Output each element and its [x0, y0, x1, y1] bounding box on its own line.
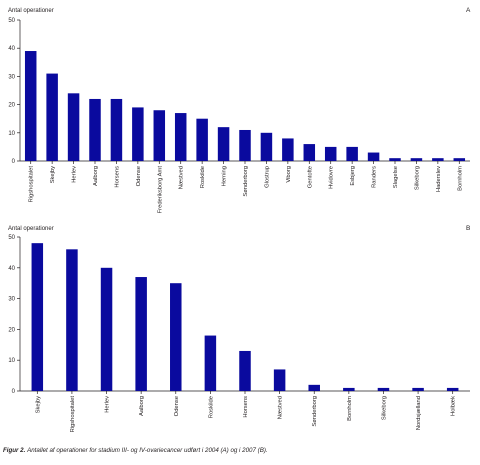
x-tick-label: Haderslev: [436, 166, 442, 192]
x-tick-label: Næstved: [278, 396, 284, 419]
bar-roskilde: [204, 335, 217, 391]
y-tick-label: 20: [8, 327, 15, 333]
x-tick-label: Sønderborg: [243, 166, 249, 197]
bar-næstved: [273, 369, 286, 391]
bar-sønderborg: [239, 129, 251, 161]
bar-holbæk: [446, 387, 459, 391]
bar-slagelse: [389, 158, 401, 161]
bar-frederiksborg-amt: [153, 110, 166, 161]
bar-skejby: [31, 243, 44, 391]
chart-panel-a: 0 10 20 30 40 50 Antal operationer A Rigshospita…: [8, 7, 471, 213]
x-tick-label: Nordsjælland: [416, 396, 422, 430]
x-tick-label: Roskilde: [200, 166, 206, 188]
x-tick-label: Bornholm: [457, 166, 463, 191]
figure-caption-text: Antallet af operationer for stadium III-…: [27, 447, 268, 454]
x-tick-label: Glostrup: [264, 166, 270, 188]
bar-roskilde: [196, 118, 208, 161]
y-tick-label: 30: [8, 74, 15, 80]
bar-odense: [170, 283, 182, 391]
y-axis-label: Antal operationer: [8, 8, 54, 14]
x-tick-label: Horsens: [243, 396, 249, 418]
bar-herning: [217, 127, 230, 161]
x-tick-label: Bornholm: [347, 396, 353, 421]
bar-odense: [132, 107, 144, 161]
x-tick-label: Esbjerg: [350, 166, 356, 186]
y-tick-label: 40: [8, 266, 15, 272]
x-tick-label: Næstved: [179, 166, 185, 189]
x-tick-label: Odense: [174, 396, 180, 416]
bar-glostrup: [260, 132, 273, 161]
bar-næstved: [174, 113, 187, 161]
x-tick-label: Gentofte: [307, 166, 313, 188]
bar-bornholm: [343, 387, 355, 391]
panel-letter: B: [466, 225, 470, 232]
bar-aalborg: [135, 277, 147, 391]
bar-bornholm: [453, 158, 466, 161]
bar-rigshospitalet: [24, 51, 37, 161]
bar-silkeborg: [410, 158, 423, 161]
x-tick-label: Herlev: [72, 166, 78, 183]
x-tick-label: Frederiksborg Amt: [157, 166, 163, 214]
chart-panel-b: 0 10 20 30 40 50 Antal operationer B Skejby Rigsh…: [8, 225, 470, 432]
x-tick-label: Sønderborg: [312, 396, 318, 427]
bar-herlev: [67, 93, 80, 161]
bar-herlev: [100, 267, 113, 391]
bar-sønderborg: [308, 384, 320, 391]
x-tick-label: Herning: [222, 166, 228, 186]
bar-skejby: [46, 73, 58, 161]
y-tick-label: 50: [8, 18, 15, 24]
x-tick-label: Slagelse: [393, 166, 399, 188]
bar-horsens: [239, 350, 251, 391]
x-tick-label: Odense: [136, 166, 142, 186]
x-tick-label: Hvidovre: [329, 166, 335, 189]
x-tick-label: Aalborg: [139, 396, 145, 416]
x-tick-label: Skejby: [35, 396, 41, 414]
x-tick-label: Silkeborg: [381, 396, 387, 420]
figure-caption: Figur 2. Antallet af operationer for sta…: [3, 447, 477, 454]
y-tick-label: 20: [8, 103, 15, 109]
y-tick-label: 50: [8, 235, 15, 241]
bar-viborg: [282, 138, 294, 161]
x-tick-label: Horsens: [114, 166, 120, 188]
x-tick-label: Holbæk: [451, 396, 457, 416]
bar-aalborg: [89, 98, 101, 161]
bar-silkeborg: [377, 387, 390, 391]
y-axis-label: Antal operationer: [8, 226, 54, 232]
x-tick-label: Herlev: [105, 396, 111, 413]
x-tick-label: Rigshospitalet: [70, 396, 76, 433]
bar-gentofte: [303, 144, 316, 161]
x-tick-label: Skejby: [50, 166, 56, 184]
figure-label: Figur 2.: [3, 447, 26, 454]
x-tick-label: Randers: [372, 166, 378, 188]
x-tick-label: Roskilde: [208, 396, 214, 418]
x-tick-label: Silkeborg: [414, 166, 420, 190]
x-tick-label: Aalborg: [93, 166, 99, 186]
y-tick-label: 10: [8, 358, 15, 364]
y-tick-label: 0: [12, 389, 16, 395]
bar-haderslev: [432, 158, 444, 161]
bar-rigshospitalet: [66, 249, 78, 391]
y-tick-label: 0: [12, 159, 16, 165]
y-tick-label: 30: [8, 297, 15, 303]
bar-horsens: [110, 98, 123, 161]
x-tick-label: Rigshospitalet: [29, 166, 35, 203]
panel-letter: A: [466, 7, 471, 14]
y-tick-label: 40: [8, 46, 15, 52]
bar-nordsjælland: [412, 387, 424, 391]
x-tick-label: Viborg: [286, 166, 292, 183]
bar-hvidovre: [324, 146, 337, 161]
bar-randers: [367, 152, 380, 161]
bar-esbjerg: [346, 146, 358, 161]
y-tick-label: 10: [8, 131, 15, 137]
